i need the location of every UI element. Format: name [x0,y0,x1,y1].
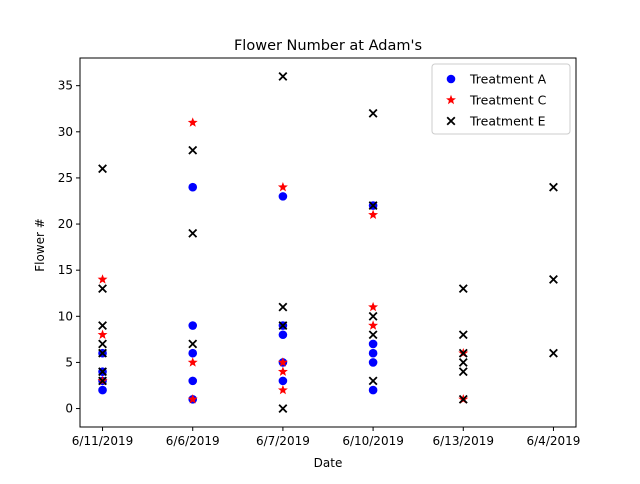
treatment-a-point [278,192,288,201]
treatment-a-point [368,385,378,395]
treatment-e-point [98,367,107,377]
y-tick-label: 10 [58,309,73,323]
treatment-c-point [187,394,198,404]
treatment-a-point [368,358,378,367]
treatment-e-point [458,367,468,377]
y-tick-label: 25 [58,171,73,185]
treatment-a-point [98,385,107,395]
treatment-c-point [368,301,379,312]
y-tick-label: 5 [65,355,73,369]
treatment-e-point [458,348,468,358]
y-tick-label: 35 [58,79,73,93]
legend-marker-treatment-e [446,116,456,126]
treatment-e-point [368,311,378,321]
treatment-a-point [278,330,288,340]
y-tick-label: 20 [58,217,73,231]
treatment-e-point [98,339,107,349]
treatment-c-point [368,320,379,330]
y-axis-label: Flower # [33,218,47,272]
treatment-e-point [278,404,288,413]
treatment-e-point [278,72,288,81]
treatment-c-point [187,357,198,367]
treatment-c-point [97,329,108,339]
treatment-e-point [188,339,198,349]
x-axis-label: Date [314,456,343,470]
legend-label-treatment-c: Treatment C [469,93,547,108]
treatment-e-point [368,108,378,118]
treatment-c-point [277,357,288,367]
legend: Treatment A Treatment C Treatment E [431,63,571,135]
treatment-a-point [188,321,198,330]
treatment-e-point [98,348,107,358]
treatment-e-point [458,394,468,404]
plot-area-frame [79,57,577,428]
treatment-e-point [98,284,107,294]
treatment-e-point [188,145,198,155]
treatment-a-point [368,339,378,349]
treatment-e-point [549,274,558,284]
x-tick-label: 6/10/2019 [342,434,404,448]
treatment-e-point [458,284,468,294]
treatment-a-point [188,348,198,358]
x-tick-label: 6/13/2019 [433,434,495,448]
treatment-e-point [98,164,107,174]
treatment-e-point [368,330,378,340]
treatment-e-point [368,376,378,386]
treatment-a-point [278,376,288,386]
legend-marker-treatment-a [446,74,456,84]
treatment-e-point [458,330,468,340]
y-tick-label: 0 [65,402,73,416]
x-tick-label: 6/6/2019 [166,434,220,448]
treatment-c-point [187,117,198,127]
treatment-e-point [278,302,288,312]
plot-layer: 6/11/2019 6/6/2019 6/7/2019 6/10/2019 6/13/2… [58,72,581,448]
treatment-c-point [277,366,288,376]
treatment-e-point [458,357,468,367]
legend-label-treatment-a: Treatment A [469,72,547,87]
x-tick-label: 6/4/2019 [527,434,581,448]
treatment-a-point [188,376,198,386]
treatment-c-point [368,209,379,220]
treatment-e-point [549,348,558,358]
treatment-e-point [98,321,107,330]
x-tick-label: 6/7/2019 [256,434,310,448]
legend-marker-treatment-c [446,94,456,105]
y-tick-label: 30 [58,125,73,139]
treatment-e-point [368,201,378,211]
chart-title: Flower Number at Adam's [234,38,422,54]
treatment-e-point [549,182,558,192]
treatment-c-point [97,274,108,284]
x-tick-label: 6/11/2019 [72,434,134,448]
treatment-e-point [188,228,198,238]
treatment-c-point [277,181,288,192]
legend-box [431,63,571,135]
treatment-a-point [368,348,378,358]
y-tick-label: 15 [58,263,73,277]
treatment-e-point [278,321,288,330]
treatment-c-point [277,384,288,395]
treatment-a-point [188,182,198,192]
legend-label-treatment-e: Treatment E [469,114,546,129]
treatment-e-point [98,376,107,386]
